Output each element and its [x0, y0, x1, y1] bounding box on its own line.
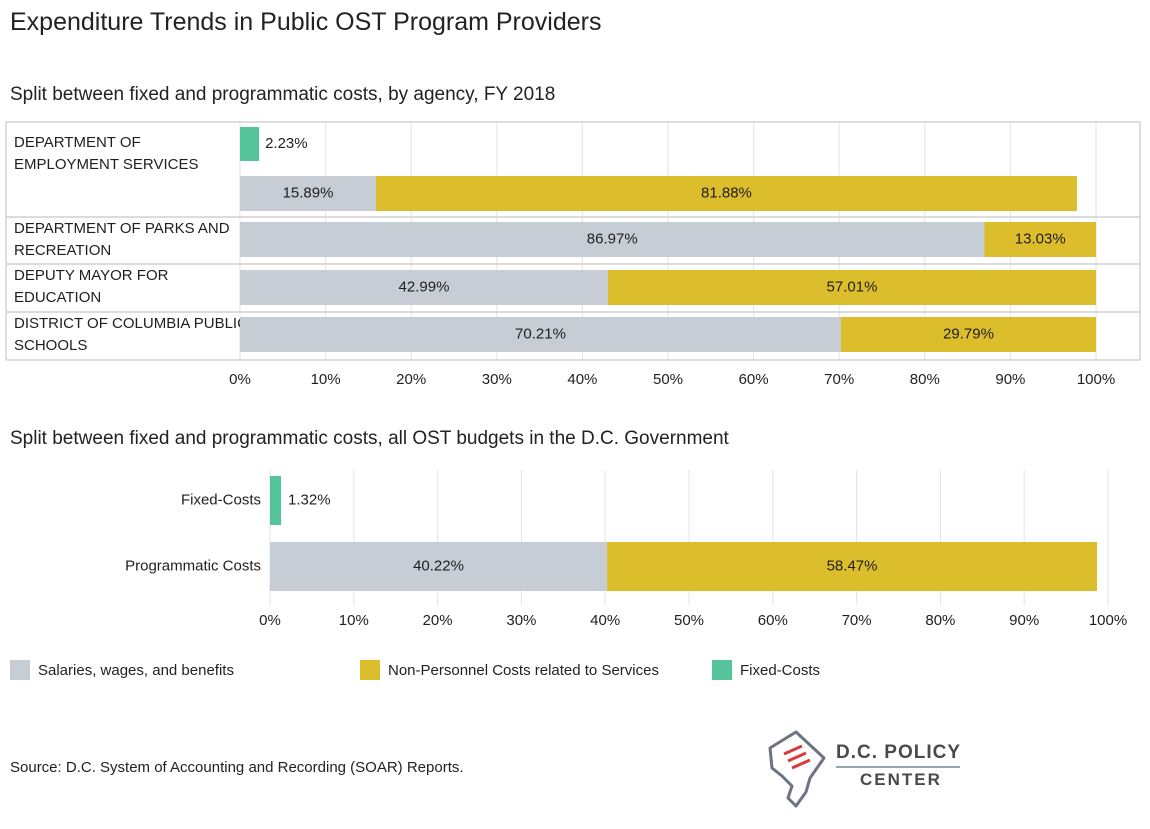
- logo-text: D.C. POLICY CENTER: [836, 742, 961, 790]
- logo-line-2: CENTER: [860, 770, 942, 789]
- legend-label-salaries: Salaries, wages, and benefits: [38, 661, 234, 679]
- bar-salaries: [240, 176, 377, 211]
- data-label: 70.21%: [515, 325, 566, 342]
- category-label: DEPUTY MAYOR FOR: [14, 267, 169, 284]
- x-tick-label: 60%: [758, 612, 788, 629]
- x-tick-label: 80%: [925, 612, 955, 629]
- x-tick-label: 20%: [396, 371, 426, 388]
- x-tick-label: 50%: [653, 371, 683, 388]
- logo-line-1: D.C. POLICY: [836, 742, 962, 763]
- data-label: 15.89%: [283, 184, 334, 201]
- bar-nonpersonnel: [607, 270, 1096, 305]
- x-tick-label: 90%: [1009, 612, 1039, 629]
- data-label: 1.32%: [288, 491, 331, 508]
- legend: Salaries, wages, and benefits Non-Person…: [0, 660, 1150, 684]
- bar-salaries: [240, 317, 841, 352]
- category-label: Fixed-Costs: [181, 491, 261, 508]
- legend-item-nonpersonnel: Non-Personnel Costs related to Services: [360, 660, 659, 680]
- legend-item-salaries: Salaries, wages, and benefits: [10, 660, 234, 680]
- category-label: DEPARTMENT OF PARKS AND: [14, 220, 230, 237]
- data-label: 40.22%: [413, 557, 464, 574]
- category-label: DEPARTMENT OF: [14, 134, 141, 151]
- data-label: 86.97%: [587, 230, 638, 247]
- bar-fixed: [270, 476, 282, 525]
- legend-swatch-fixed: [712, 660, 732, 680]
- bar-nonpersonnel: [607, 542, 1098, 591]
- x-tick-label: 70%: [842, 612, 872, 629]
- dc-policy-center-logo: D.C. POLICY CENTER: [758, 728, 968, 810]
- legend-label-nonpersonnel: Non-Personnel Costs related to Services: [388, 661, 659, 679]
- bar-salaries: [270, 542, 608, 591]
- legend-item-fixed: Fixed-Costs: [712, 660, 820, 680]
- source-note: Source: D.C. System of Accounting and Re…: [10, 759, 464, 776]
- x-tick-label: 30%: [482, 371, 512, 388]
- x-tick-label: 30%: [506, 612, 536, 629]
- x-tick-label: 70%: [824, 371, 854, 388]
- legend-swatch-nonpersonnel: [360, 660, 380, 680]
- x-tick-label: 40%: [590, 612, 620, 629]
- x-tick-label: 0%: [259, 612, 281, 629]
- category-label: EMPLOYMENT SERVICES: [14, 156, 199, 173]
- legend-label-fixed: Fixed-Costs: [740, 661, 821, 679]
- dc-map-pencil-icon: [768, 730, 826, 808]
- page-title: Expenditure Trends in Public OST Program…: [10, 8, 602, 36]
- legend-swatch-salaries: [10, 660, 30, 680]
- x-tick-label: 100%: [1089, 612, 1127, 629]
- chart-2-subtitle: Split between fixed and programmatic cos…: [10, 428, 729, 449]
- bar-salaries: [240, 270, 608, 305]
- data-label: 57.01%: [827, 278, 878, 295]
- chart-1-subtitle: Split between fixed and programmatic cos…: [10, 84, 556, 105]
- x-tick-label: 50%: [674, 612, 704, 629]
- bar-fixed: [240, 127, 260, 161]
- x-tick-label: 0%: [229, 371, 251, 388]
- data-label: 81.88%: [701, 184, 752, 201]
- bar-salaries: [240, 222, 985, 257]
- category-label: RECREATION: [14, 242, 111, 259]
- logo-divider: [836, 766, 960, 768]
- x-tick-label: 20%: [423, 612, 453, 629]
- bar-nonpersonnel: [840, 317, 1096, 352]
- x-tick-label: 80%: [910, 371, 940, 388]
- x-tick-label: 10%: [311, 371, 341, 388]
- x-tick-label: 90%: [995, 371, 1025, 388]
- data-label: 13.03%: [1015, 230, 1066, 247]
- x-tick-label: 100%: [1077, 371, 1115, 388]
- category-label: DISTRICT OF COLUMBIA PUBLIC: [14, 315, 248, 332]
- bar-nonpersonnel: [376, 176, 1077, 211]
- x-tick-label: 10%: [339, 612, 369, 629]
- x-tick-label: 60%: [739, 371, 769, 388]
- data-label: 29.79%: [943, 325, 994, 342]
- data-label: 58.47%: [827, 557, 878, 574]
- category-label: Programmatic Costs: [125, 557, 261, 574]
- data-label: 2.23%: [265, 135, 308, 152]
- bar-nonpersonnel: [984, 222, 1096, 257]
- category-label: SCHOOLS: [14, 337, 87, 354]
- data-label: 42.99%: [399, 278, 450, 295]
- chart-1-frame: [5, 121, 1141, 361]
- category-label: EDUCATION: [14, 289, 101, 306]
- x-tick-label: 40%: [567, 371, 597, 388]
